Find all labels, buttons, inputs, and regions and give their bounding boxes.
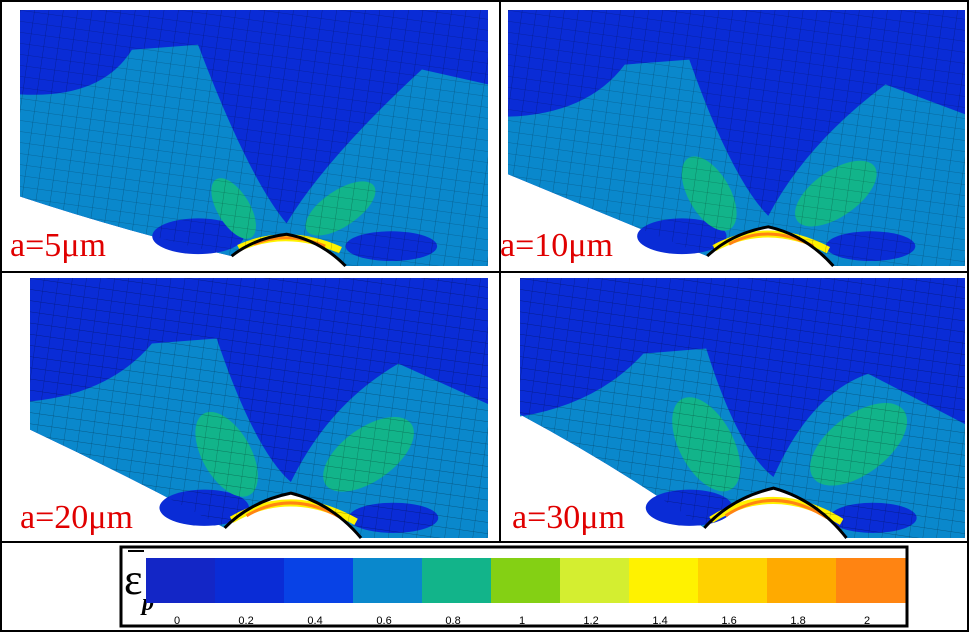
panel-label: a=20μm xyxy=(20,499,133,536)
color-band xyxy=(491,558,561,603)
mesh xyxy=(508,10,965,267)
tick-label: 2 xyxy=(864,615,870,627)
notch-edge xyxy=(703,486,848,539)
contour-panel xyxy=(520,278,965,539)
tick-label: 0.8 xyxy=(445,615,460,627)
notch-edge xyxy=(230,232,347,268)
notch-edge xyxy=(706,225,835,268)
tick-label: 1.4 xyxy=(652,615,667,627)
color-band xyxy=(629,558,699,603)
panels xyxy=(20,10,965,539)
panel-label: a=5μm xyxy=(10,227,106,264)
color-band xyxy=(353,558,423,603)
color-band xyxy=(284,558,354,603)
color-band xyxy=(698,558,768,603)
color-band xyxy=(422,558,492,603)
panel-label: a=30μm xyxy=(512,499,625,536)
mesh xyxy=(20,10,488,267)
contour-panel xyxy=(508,10,965,268)
panel-label: a=10μm xyxy=(500,227,613,264)
tick-label: 0.6 xyxy=(376,615,391,627)
color-band xyxy=(836,558,906,603)
tick-label: 0.4 xyxy=(307,615,322,627)
color-band xyxy=(560,558,630,603)
tick-label: 1.6 xyxy=(721,615,736,627)
mesh xyxy=(520,278,965,538)
color-band xyxy=(215,558,285,603)
mesh xyxy=(30,278,488,538)
tick-label: 1 xyxy=(519,615,525,627)
tick-label: 1.8 xyxy=(790,615,805,627)
region-peak xyxy=(245,501,342,520)
notch-edge xyxy=(223,491,363,539)
tick-label: 0 xyxy=(174,615,180,627)
colorbar: ε p 00.20.40.60.811.21.41.61.82 xyxy=(119,545,909,628)
color-band xyxy=(767,558,837,603)
region-peak xyxy=(724,498,828,520)
contour-panel xyxy=(30,278,488,539)
color-band xyxy=(146,558,216,603)
contour-panel xyxy=(20,10,488,268)
legend-symbol: ε xyxy=(124,555,142,604)
tick-label: 1.2 xyxy=(583,615,598,627)
tick-label: 0.2 xyxy=(238,615,253,627)
